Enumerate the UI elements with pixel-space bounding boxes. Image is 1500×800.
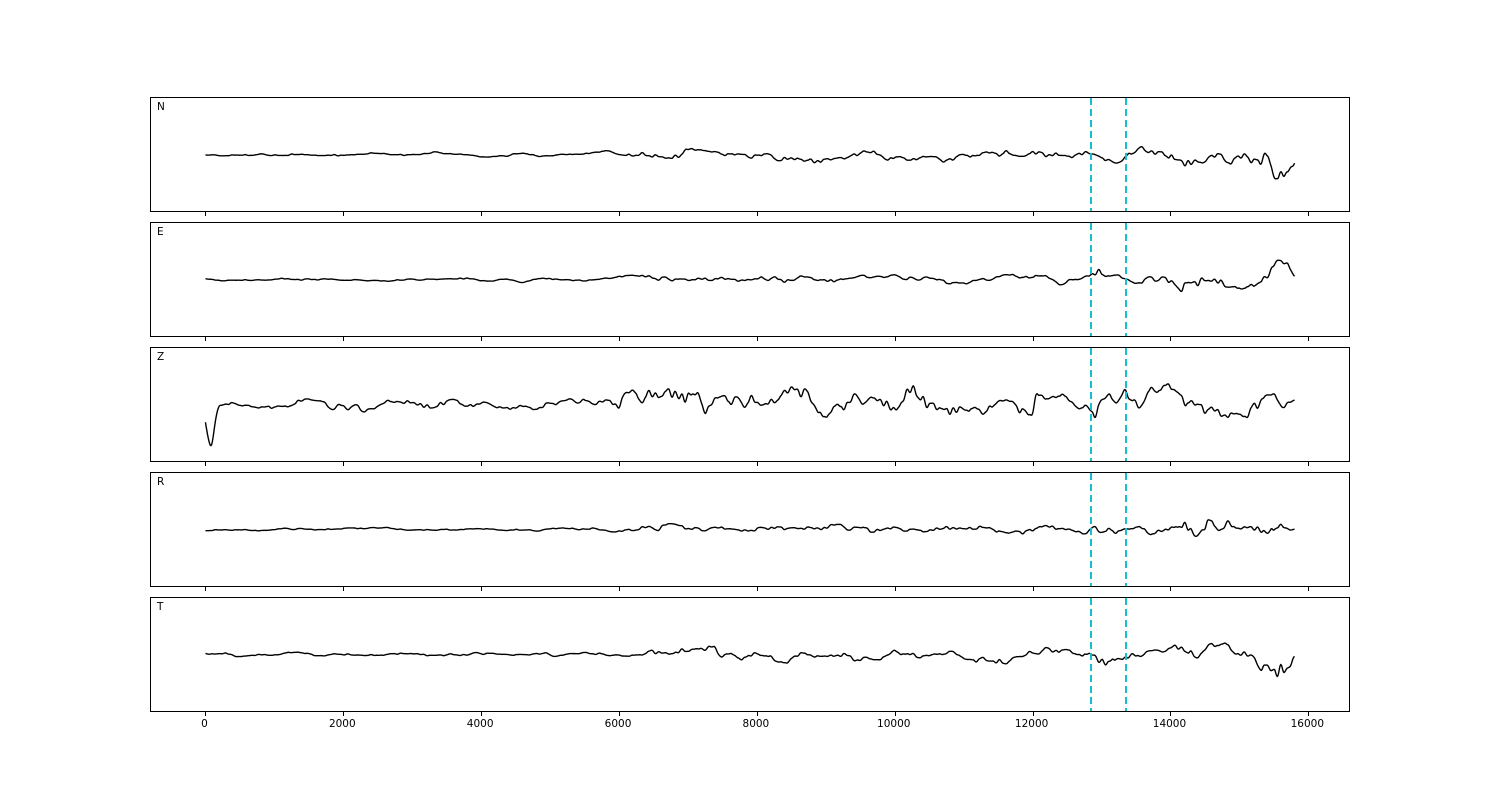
pick-marker-line bbox=[1090, 473, 1093, 586]
channel-label-t: T bbox=[157, 601, 164, 613]
panel-channel-z: Z bbox=[150, 347, 1350, 466]
x-tick-mark bbox=[481, 712, 483, 716]
channel-label-n: N bbox=[157, 101, 165, 113]
x-tick-mark bbox=[1308, 712, 1310, 716]
trace-n bbox=[151, 98, 1349, 211]
x-tick-mark bbox=[1308, 212, 1310, 216]
x-tick-mark bbox=[1170, 587, 1172, 591]
x-tick-label: 2000 bbox=[328, 718, 356, 730]
x-tick-mark bbox=[1032, 462, 1034, 466]
x-tick-mark bbox=[481, 212, 483, 216]
x-tick-mark bbox=[894, 212, 896, 216]
x-tick-mark bbox=[481, 462, 483, 466]
panel-channel-n: N bbox=[150, 97, 1350, 216]
x-tick-mark bbox=[343, 212, 345, 216]
x-tick-mark bbox=[343, 587, 345, 591]
x-tick-mark bbox=[619, 587, 621, 591]
channel-label-r: R bbox=[157, 476, 165, 488]
x-tick-mark bbox=[1170, 212, 1172, 216]
trace-e bbox=[151, 223, 1349, 336]
x-tick-label: 4000 bbox=[466, 718, 494, 730]
x-tick-mark bbox=[205, 337, 207, 341]
panel-channel-r: R bbox=[150, 472, 1350, 591]
x-tick-mark bbox=[205, 712, 207, 716]
x-tick-mark bbox=[481, 587, 483, 591]
x-tick-mark bbox=[1308, 337, 1310, 341]
x-tick-label: 0 bbox=[201, 718, 208, 730]
trace-z bbox=[151, 348, 1349, 461]
x-tick-mark bbox=[894, 462, 896, 466]
pick-marker-line bbox=[1090, 223, 1093, 336]
x-tick-mark bbox=[756, 712, 758, 716]
x-tick-mark bbox=[343, 337, 345, 341]
x-tick-mark bbox=[894, 712, 896, 716]
x-tick-label: 8000 bbox=[742, 718, 770, 730]
x-tick-mark bbox=[1032, 587, 1034, 591]
pick-marker-line bbox=[1090, 98, 1093, 211]
x-tick-mark bbox=[1170, 462, 1172, 466]
x-tick-label: 10000 bbox=[877, 718, 911, 730]
panel-channel-e: E bbox=[150, 222, 1350, 341]
x-tick-label: 14000 bbox=[1152, 718, 1187, 730]
x-tick-mark bbox=[1032, 712, 1034, 716]
x-tick-mark bbox=[756, 462, 758, 466]
x-tick-label: 12000 bbox=[1014, 718, 1049, 730]
x-tick-mark bbox=[481, 337, 483, 341]
x-tick-mark bbox=[756, 212, 758, 216]
x-tick-mark bbox=[1308, 587, 1310, 591]
pick-marker-line bbox=[1124, 98, 1127, 211]
x-tick-mark bbox=[619, 212, 621, 216]
trace-r bbox=[151, 473, 1349, 586]
x-tick-mark bbox=[894, 587, 896, 591]
pick-marker-line bbox=[1090, 348, 1093, 461]
x-tick-mark bbox=[756, 337, 758, 341]
pick-marker-line bbox=[1090, 598, 1093, 711]
channel-label-z: Z bbox=[157, 351, 165, 363]
x-tick-mark bbox=[1032, 212, 1034, 216]
x-tick-mark bbox=[343, 712, 345, 716]
x-tick-mark bbox=[205, 212, 207, 216]
x-tick-mark bbox=[1308, 462, 1310, 466]
pick-marker-line bbox=[1124, 598, 1127, 711]
channel-label-e: E bbox=[157, 226, 164, 238]
pick-marker-line bbox=[1124, 223, 1127, 336]
panel-stack: N E Z R T bbox=[150, 97, 1350, 716]
panel-channel-t: T bbox=[150, 597, 1350, 716]
x-tick-mark bbox=[343, 462, 345, 466]
x-tick-mark bbox=[619, 337, 621, 341]
x-tick-mark bbox=[1170, 712, 1172, 716]
x-tick-mark bbox=[1032, 337, 1034, 341]
x-tick-label: 16000 bbox=[1290, 718, 1325, 730]
x-axis: 0 2000 4000 6000 8000 10000 12000 14000 16000 bbox=[150, 718, 1350, 734]
x-tick-mark bbox=[205, 462, 207, 466]
x-tick-mark bbox=[619, 712, 621, 716]
x-tick-mark bbox=[1170, 337, 1172, 341]
x-tick-mark bbox=[205, 587, 207, 591]
trace-t bbox=[151, 598, 1349, 711]
pick-marker-line bbox=[1124, 473, 1127, 586]
x-tick-mark bbox=[894, 337, 896, 341]
x-tick-mark bbox=[619, 462, 621, 466]
x-tick-label: 6000 bbox=[604, 718, 632, 730]
x-tick-mark bbox=[756, 587, 758, 591]
pick-marker-line bbox=[1124, 348, 1127, 461]
